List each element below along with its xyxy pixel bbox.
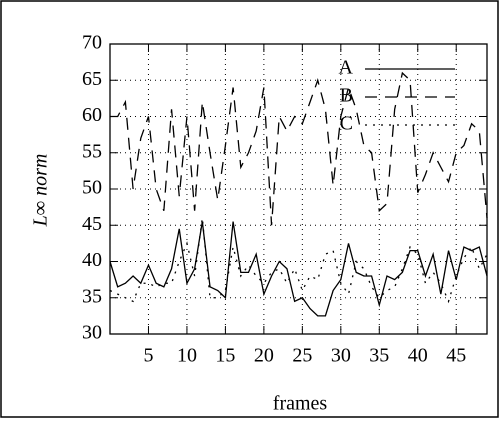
x-tick-label: 35 bbox=[369, 345, 389, 367]
x-tick-label: 45 bbox=[446, 345, 466, 367]
x-tick-label: 40 bbox=[408, 345, 428, 367]
y-tick-label: 70 bbox=[82, 32, 102, 54]
data-line bbox=[110, 71, 488, 226]
legend-label: C bbox=[340, 113, 353, 135]
y-tick-label: 60 bbox=[82, 104, 102, 126]
y-tick-label: 65 bbox=[82, 68, 102, 90]
y-tick-label: 50 bbox=[82, 177, 102, 199]
legend-label: A bbox=[339, 57, 354, 79]
y-tick-label: 35 bbox=[82, 285, 102, 307]
data-line bbox=[109, 221, 488, 317]
y-tick-label: 30 bbox=[82, 322, 102, 344]
y-tick-label: 45 bbox=[82, 213, 102, 235]
x-tick-label: 20 bbox=[254, 345, 274, 367]
y-tick-label: 55 bbox=[82, 140, 102, 162]
y-tick-label: 40 bbox=[82, 249, 102, 271]
data-line bbox=[109, 217, 488, 304]
x-tick-label: 15 bbox=[215, 345, 235, 367]
x-tick-label: 10 bbox=[177, 345, 197, 367]
x-tick-label: 30 bbox=[331, 345, 351, 367]
x-tick-label: 5 bbox=[143, 345, 153, 367]
legend-label: B bbox=[340, 85, 353, 107]
x-tick-label: 25 bbox=[292, 345, 312, 367]
y-axis-label: L∞ norm bbox=[30, 154, 52, 228]
plot-border bbox=[109, 43, 488, 335]
x-axis-label: frames bbox=[273, 393, 328, 415]
